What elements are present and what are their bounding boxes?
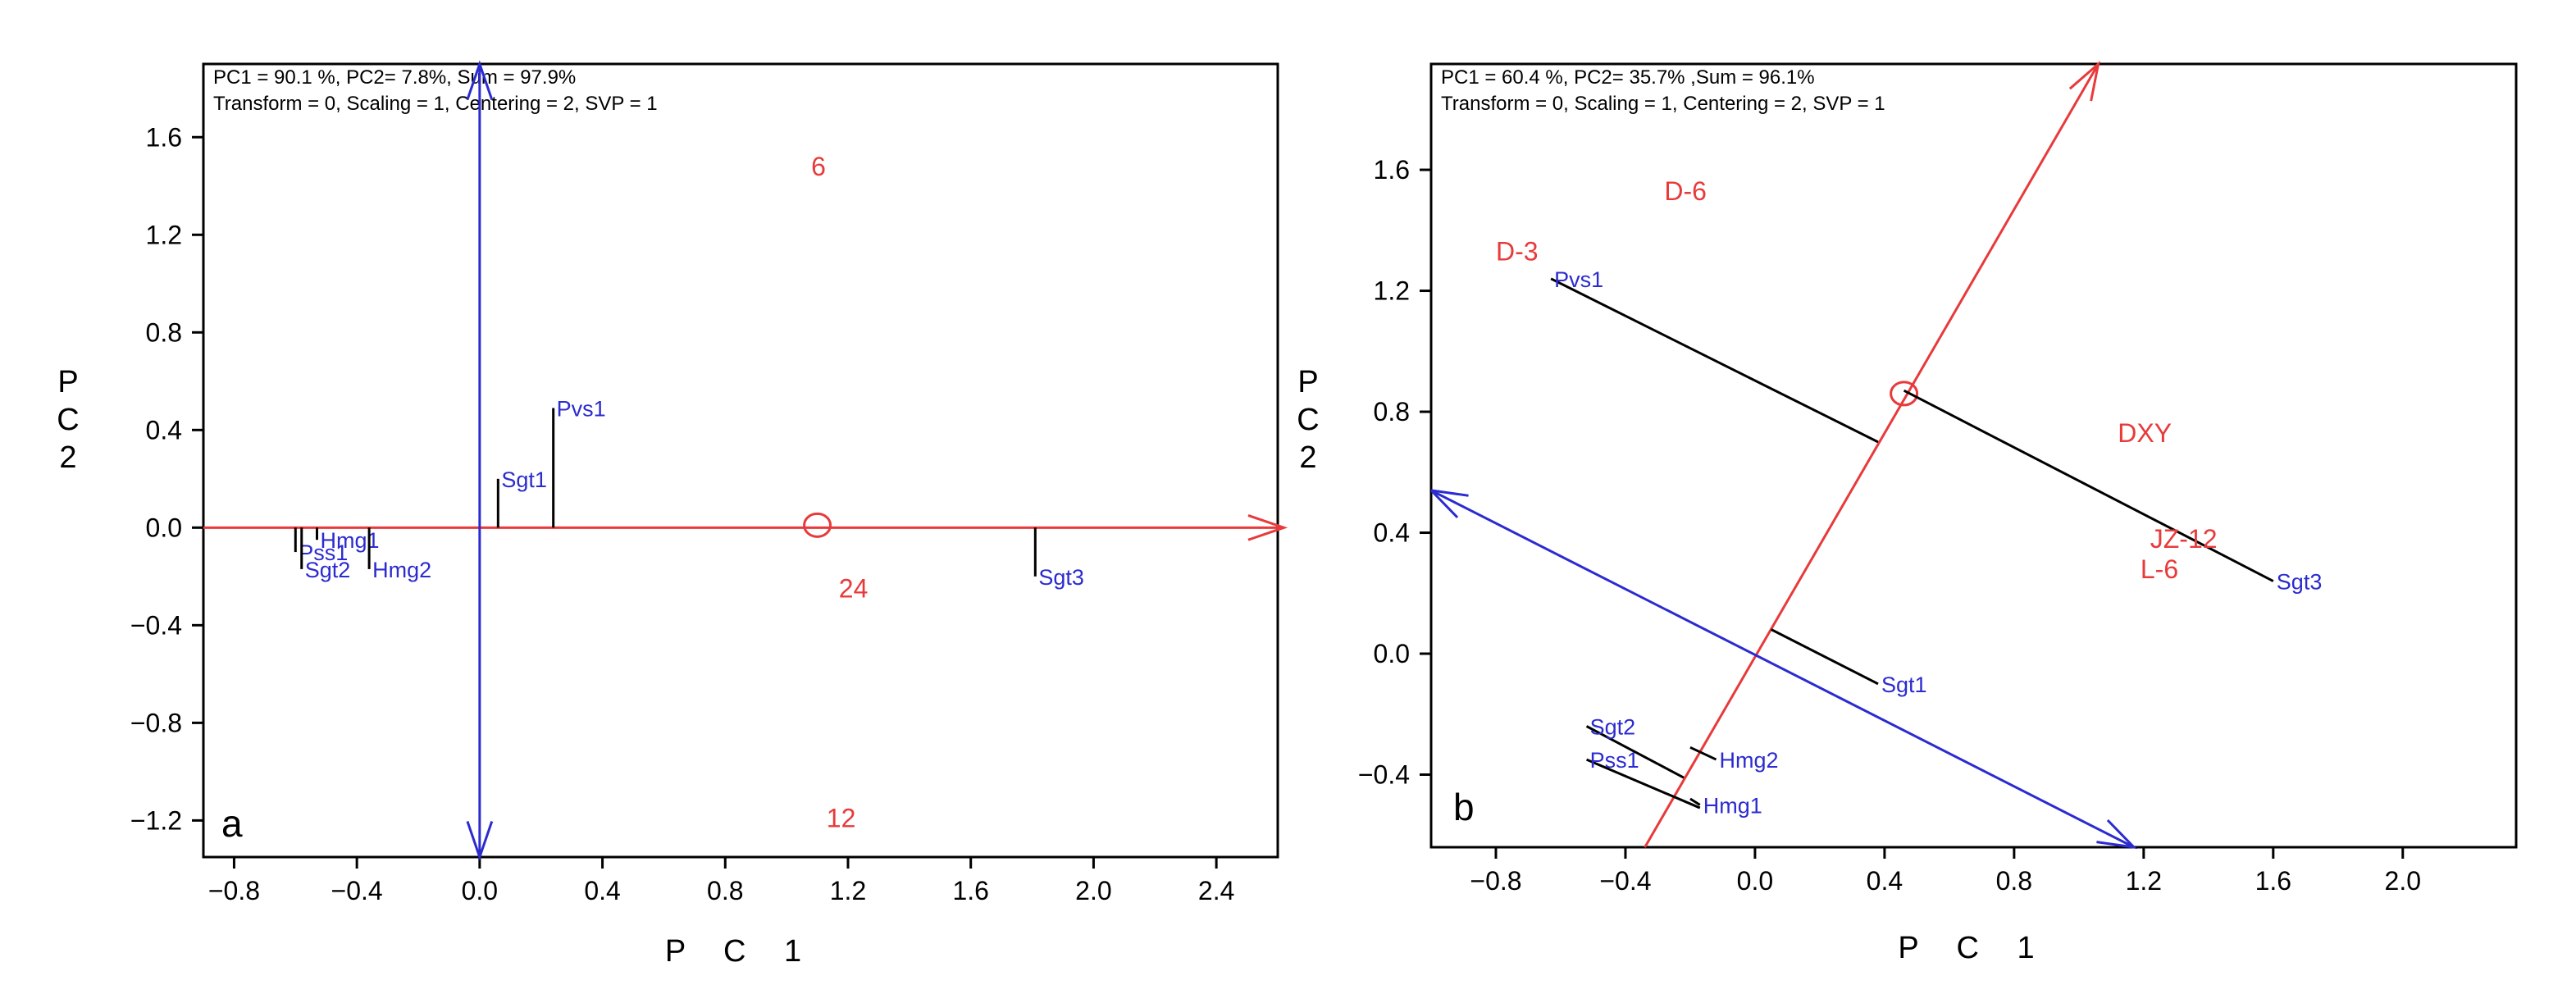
y-tick-label: 1.2 bbox=[1374, 276, 1410, 306]
projection-line bbox=[1585, 758, 1701, 809]
object-label: 24 bbox=[839, 574, 869, 604]
projection-line bbox=[1903, 389, 2274, 582]
x-tick-label: 0.4 bbox=[584, 876, 620, 905]
info-line: Transform = 0, Scaling = 1, Centering = … bbox=[1441, 93, 1885, 115]
circle-marker bbox=[803, 512, 832, 538]
plot-frame bbox=[202, 62, 1279, 859]
variable-label: Sgt3 bbox=[2277, 570, 2323, 595]
projection-line bbox=[1689, 797, 1701, 806]
x-tick-label: 2.4 bbox=[1198, 876, 1234, 905]
x-tick-label: −0.8 bbox=[1470, 866, 1521, 896]
y-tick-label: −1.2 bbox=[130, 805, 182, 835]
projection-line bbox=[1770, 628, 1879, 686]
y-tick-label: 1.6 bbox=[1374, 155, 1410, 185]
plot-frame bbox=[1429, 62, 2518, 849]
info-line: PC1 = 60.4 %, PC2= 35.7% ,Sum = 96.1% bbox=[1441, 66, 1815, 89]
variable-label: Pvs1 bbox=[557, 397, 606, 422]
blue-axis-arrow bbox=[466, 820, 494, 861]
x-axis-label: P C 1 bbox=[1898, 931, 2049, 965]
x-tick-label: 2.0 bbox=[1075, 876, 1111, 905]
blue-axis-arrow bbox=[1431, 489, 1469, 518]
x-tick-label: 1.2 bbox=[2126, 866, 2162, 896]
variable-label: Sgt2 bbox=[305, 558, 351, 582]
object-label: L-6 bbox=[2141, 554, 2178, 584]
object-label: JZ-12 bbox=[2150, 524, 2218, 554]
x-tick-label: 0.4 bbox=[1867, 866, 1903, 896]
biplot-panel-a: −0.8 −0.4 0.0 0.4 0.8 1.2 1.6 2.0 2.4 −1.2 −0.8 −0.… bbox=[57, 60, 1288, 969]
projection-line bbox=[1550, 277, 1879, 444]
y-tick-label: 0.8 bbox=[146, 317, 182, 347]
y-tick-label: 0.4 bbox=[1374, 518, 1410, 548]
y-tick-label: 0.4 bbox=[146, 415, 182, 445]
info-line: Transform = 0, Scaling = 1, Centering = … bbox=[213, 93, 658, 115]
blue-axis-line bbox=[1431, 489, 2135, 849]
variable-label: Hmg1 bbox=[1703, 793, 1762, 818]
variable-label: Hmg2 bbox=[372, 558, 431, 582]
object-label: D-3 bbox=[1496, 237, 1539, 267]
x-tick-label: 0.0 bbox=[462, 876, 498, 905]
x-tick-label: 1.2 bbox=[830, 876, 866, 905]
red-axis-arrow bbox=[2068, 60, 2100, 102]
object-label: D-6 bbox=[1664, 176, 1707, 206]
variable-label: Pss1 bbox=[1590, 748, 1639, 773]
x-tick-label: 0.8 bbox=[1996, 866, 2032, 896]
variable-label: Sgt3 bbox=[1038, 565, 1084, 590]
y-tick-label: 0.0 bbox=[146, 513, 182, 542]
y-tick-label: 0.0 bbox=[1374, 639, 1410, 668]
variable-label: Sgt1 bbox=[1881, 673, 1927, 697]
projection-line bbox=[1689, 746, 1717, 761]
plot-content: Pvs1 Sgt3 Sgt1 Sgt2 Pss1 Hmg2 Hmg1 D-6 D-3 DXY JZ-… bbox=[1431, 60, 2323, 850]
panel-label: a bbox=[221, 802, 243, 845]
y-tick-label: −0.4 bbox=[1358, 760, 1410, 790]
circle-marker bbox=[1890, 381, 1919, 407]
biplot-panel-b: −0.8 −0.4 0.0 0.4 0.8 1.2 1.6 2.0 −0.4 0.0 0.4 0.8 1… bbox=[1297, 60, 2518, 965]
red-axis-arrow bbox=[1247, 513, 1288, 541]
variable-label: Sgt2 bbox=[1590, 715, 1636, 740]
object-label: 12 bbox=[827, 803, 856, 832]
variable-label: Sgt1 bbox=[501, 467, 547, 492]
blue-axis-arrow bbox=[466, 60, 494, 101]
x-tick-label: 2.0 bbox=[2385, 866, 2421, 896]
x-tick-label: −0.4 bbox=[1599, 866, 1651, 896]
panel-label: b bbox=[1453, 786, 1475, 828]
info-line: PC1 = 90.1 %, PC2= 7.8%, Sum = 97.9% bbox=[213, 66, 576, 89]
object-label: DXY bbox=[2118, 418, 2172, 448]
object-label: 6 bbox=[811, 152, 826, 181]
x-axis-label: P C 1 bbox=[665, 934, 816, 969]
variable-label: Pvs1 bbox=[1554, 267, 1603, 292]
y-tick-label: 0.8 bbox=[1374, 397, 1410, 426]
projection-line bbox=[1585, 725, 1685, 779]
variable-label: Hmg2 bbox=[1720, 748, 1779, 773]
y-tick-label: −0.8 bbox=[130, 708, 182, 737]
y-tick-label: 1.2 bbox=[146, 220, 182, 249]
y-tick-label: −0.4 bbox=[130, 610, 182, 640]
x-tick-label: 1.6 bbox=[952, 876, 988, 905]
x-tick-label: 0.0 bbox=[1737, 866, 1773, 896]
x-tick-label: −0.8 bbox=[208, 876, 260, 905]
x-tick-label: 0.8 bbox=[707, 876, 743, 905]
x-tick-label: 1.6 bbox=[2255, 866, 2291, 896]
variable-label: Pss1 bbox=[299, 540, 348, 565]
blue-axis-arrow bbox=[2096, 819, 2138, 850]
red-axis-line bbox=[1644, 63, 2100, 848]
y-tick-label: 1.6 bbox=[146, 122, 182, 152]
x-tick-label: −0.4 bbox=[331, 876, 383, 905]
